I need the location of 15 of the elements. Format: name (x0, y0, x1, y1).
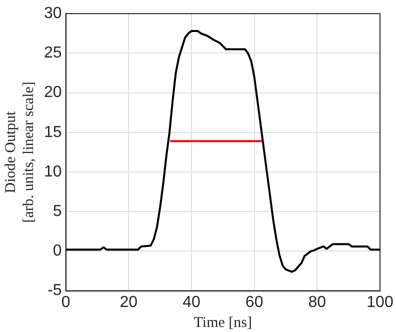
y-tick-label: -5 (48, 282, 62, 300)
y-tick-label: 25 (44, 44, 62, 62)
x-tick-label: 20 (120, 294, 138, 311)
y-tick-label: 0 (52, 242, 62, 260)
x-tick-label: 60 (245, 294, 264, 311)
x-tick-label: 40 (182, 294, 200, 311)
y-tick-label: 10 (44, 163, 62, 180)
y-tick-label: 15 (44, 124, 62, 141)
y-tick-label: 5 (52, 203, 62, 220)
x-tick-label: 80 (308, 294, 326, 311)
y-axis-title: Diode Output [arb. units, linear scale] (2, 82, 37, 223)
y-tick-label: 20 (44, 84, 62, 102)
y-tick-label: 30 (44, 5, 62, 22)
x-tick-label: 100 (366, 294, 394, 311)
x-axis-title: Time [ns] (194, 314, 252, 331)
